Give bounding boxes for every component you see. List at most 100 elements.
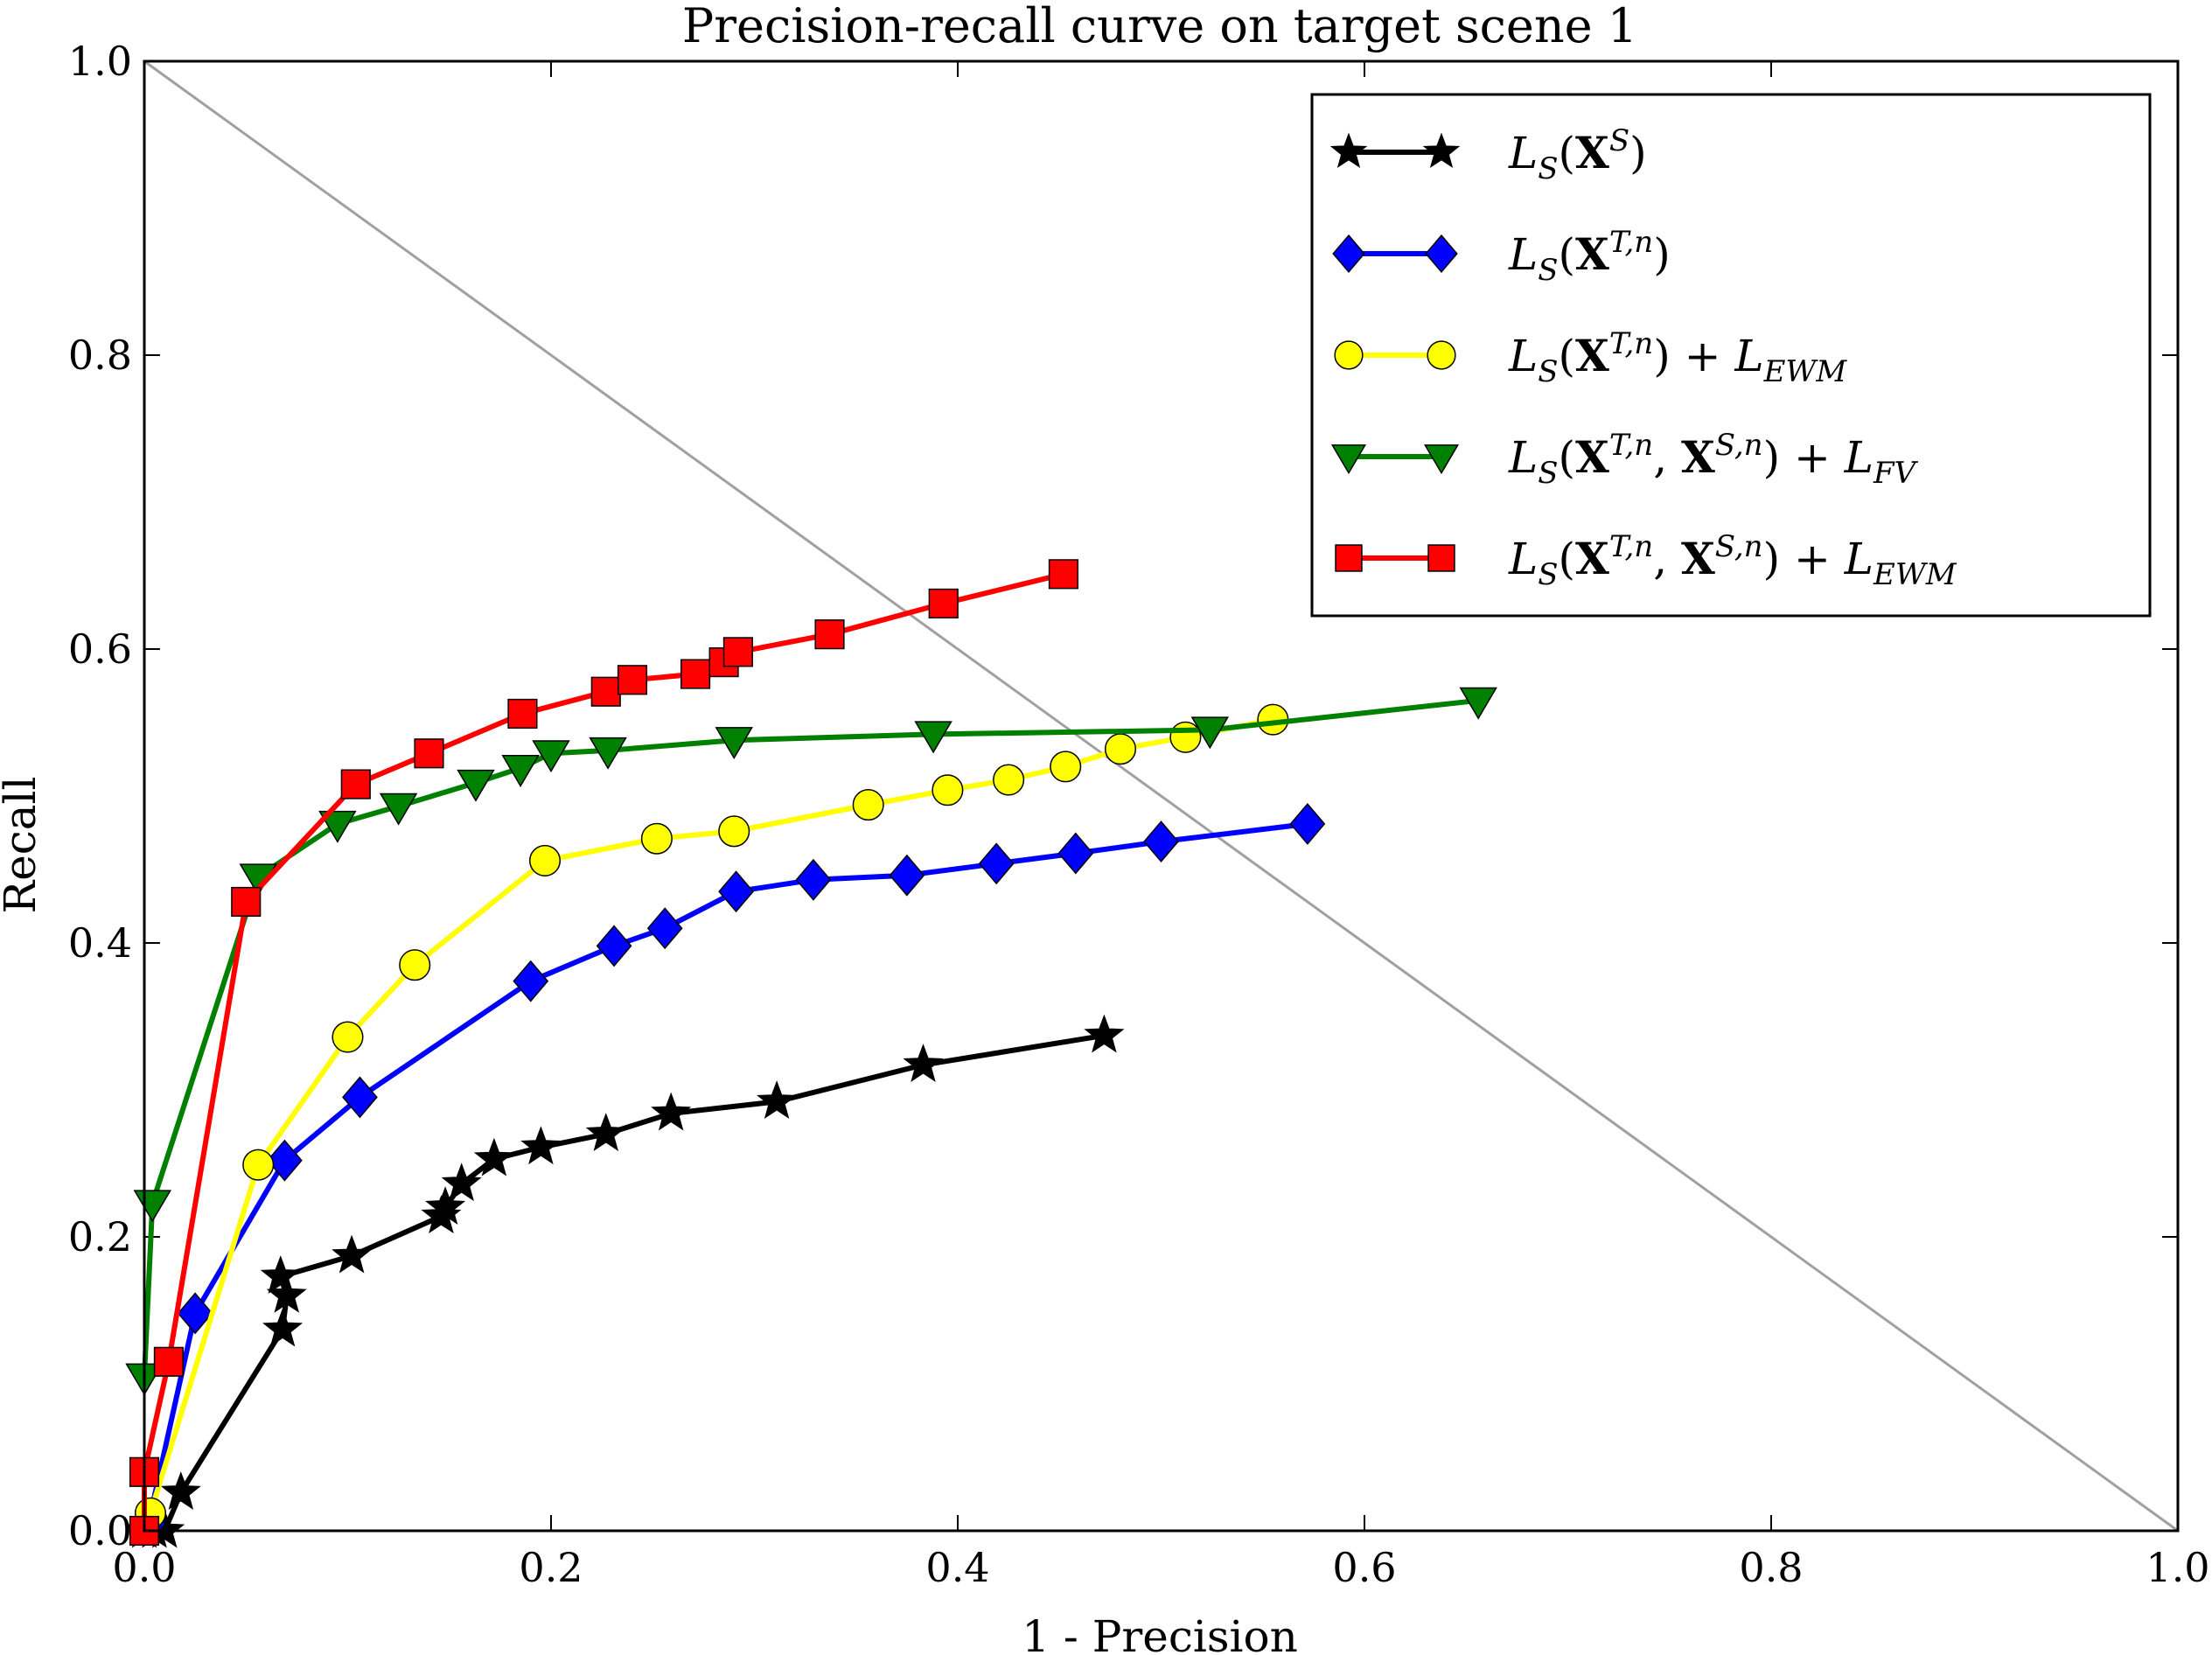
y-tick-label: 0.4 xyxy=(68,919,132,967)
x-tick-label: 0.6 xyxy=(1332,1544,1396,1591)
legend-entry-2: LS(XT,n) xyxy=(1332,225,1671,288)
legend-marker xyxy=(1332,234,1365,274)
data-point xyxy=(507,698,538,729)
reference-diagonal-line xyxy=(143,59,2179,1533)
data-point xyxy=(651,1092,692,1131)
legend-text: L xyxy=(1844,432,1874,483)
y-tick-label: 0.6 xyxy=(68,625,132,673)
data-point xyxy=(441,1163,482,1202)
x-tick-label: 0.8 xyxy=(1739,1544,1803,1591)
data-point xyxy=(617,665,648,695)
legend-text: + xyxy=(1671,331,1735,381)
data-point xyxy=(1048,559,1078,590)
legend-text: L xyxy=(1508,534,1538,584)
legend-text: + xyxy=(1780,432,1845,483)
data-point xyxy=(414,738,444,769)
legend-text: ( xyxy=(1559,229,1576,280)
chart-title: Precision-recall curve on target scene 1 xyxy=(682,0,1637,53)
legend-superscript: T,n xyxy=(1609,529,1653,564)
plot-area xyxy=(123,59,2179,1548)
data-point xyxy=(928,588,959,618)
y-tick-label: 1.0 xyxy=(68,38,132,85)
data-point xyxy=(532,740,570,773)
data-point xyxy=(260,1255,301,1294)
legend-subscript: EWM xyxy=(1873,557,1957,592)
data-point xyxy=(1190,716,1230,750)
data-point xyxy=(425,1186,466,1225)
data-point xyxy=(932,774,964,807)
legend-text: , xyxy=(1653,534,1681,584)
legend-text: L xyxy=(1734,331,1763,381)
data-point xyxy=(722,637,753,667)
data-point xyxy=(342,1076,378,1119)
legend-text: ) xyxy=(1763,432,1781,483)
data-point xyxy=(1050,751,1082,783)
data-point xyxy=(1143,821,1179,863)
series-5 xyxy=(129,559,1078,1547)
legend-text: X xyxy=(1575,533,1609,584)
legend-superscript: S,n xyxy=(1715,529,1763,564)
data-point xyxy=(718,815,750,848)
legend-marker xyxy=(1329,132,1368,169)
data-point xyxy=(457,769,495,802)
legend-marker xyxy=(1427,544,1455,572)
x-tick-label: 1.0 xyxy=(2146,1544,2209,1591)
data-point xyxy=(379,793,418,826)
series-2 xyxy=(130,802,1326,1545)
series-3 xyxy=(134,703,1289,1529)
data-point xyxy=(715,727,753,760)
legend-text: ) xyxy=(1653,229,1671,280)
legend-superscript: T,n xyxy=(1609,428,1653,463)
x-axis-label: 1 - Precision xyxy=(1022,1611,1298,1655)
legend-text: X xyxy=(1575,127,1609,178)
legend-text: L xyxy=(1508,432,1538,483)
legend-marker xyxy=(1425,234,1458,274)
legend-marker xyxy=(1427,340,1456,370)
legend-label: LS(XT,n, XS,n) + LEWM xyxy=(1508,529,1957,592)
data-point xyxy=(1289,802,1326,845)
data-point xyxy=(978,842,1015,885)
legend-text: ( xyxy=(1559,128,1576,178)
data-point xyxy=(1104,733,1137,765)
legend-marker xyxy=(1334,340,1364,370)
legend-subscript: S xyxy=(1538,557,1558,592)
data-point xyxy=(473,1137,514,1177)
data-point xyxy=(852,789,884,821)
series-1 xyxy=(123,1014,1125,1548)
plot-frame xyxy=(143,59,2180,1533)
data-point xyxy=(267,1139,303,1182)
y-tick-label: 0.8 xyxy=(68,332,132,379)
legend-label: LS(XS) xyxy=(1508,123,1647,186)
legend-subscript: S xyxy=(1538,253,1558,288)
data-point xyxy=(331,1234,373,1274)
legend-text: + xyxy=(1780,534,1845,584)
data-point xyxy=(680,659,711,689)
data-point xyxy=(814,619,845,650)
legend-label: LS(XT,n, XS,n) + LFV xyxy=(1508,428,1919,491)
data-point xyxy=(585,1113,626,1151)
legend-text: X xyxy=(1681,533,1715,584)
legend-text: ) xyxy=(1653,331,1671,381)
data-point xyxy=(340,769,371,800)
data-point xyxy=(262,1308,304,1347)
data-point xyxy=(160,1471,201,1510)
legend-marker xyxy=(1335,544,1363,572)
data-point xyxy=(133,1190,172,1223)
data-point xyxy=(889,854,925,897)
data-point xyxy=(242,1149,275,1181)
data-point xyxy=(231,886,262,918)
legend-subscript: EWM xyxy=(1763,354,1848,389)
data-point xyxy=(528,844,562,876)
legend-superscript: S,n xyxy=(1715,428,1763,463)
legend-text: ) xyxy=(1629,128,1647,178)
legend-marker xyxy=(1330,444,1367,475)
legend-label: LS(XT,n) + LEWM xyxy=(1508,326,1847,389)
data-point xyxy=(596,925,632,967)
legend-superscript: T,n xyxy=(1609,225,1653,260)
legend-subscript: S xyxy=(1538,354,1558,389)
x-tick-label: 0.4 xyxy=(925,1544,989,1591)
legend-marker xyxy=(1423,444,1460,475)
axis-ticks: 0.0 0.2 0.4 0.6 0.8 1.0 0.0 0.2 0.4 0.6 0.8 1.0 xyxy=(68,38,2210,1591)
